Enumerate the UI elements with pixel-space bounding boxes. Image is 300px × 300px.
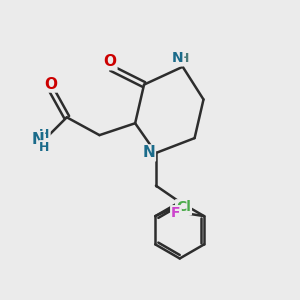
Text: N: N [31,132,44,147]
Text: H: H [39,141,50,154]
Text: O: O [103,54,116,69]
Text: H: H [179,52,189,65]
Text: N: N [142,146,155,160]
Text: F: F [171,206,181,220]
Text: H: H [39,128,50,141]
Text: N: N [172,52,183,65]
Text: Cl: Cl [176,200,191,214]
Text: O: O [44,76,57,92]
